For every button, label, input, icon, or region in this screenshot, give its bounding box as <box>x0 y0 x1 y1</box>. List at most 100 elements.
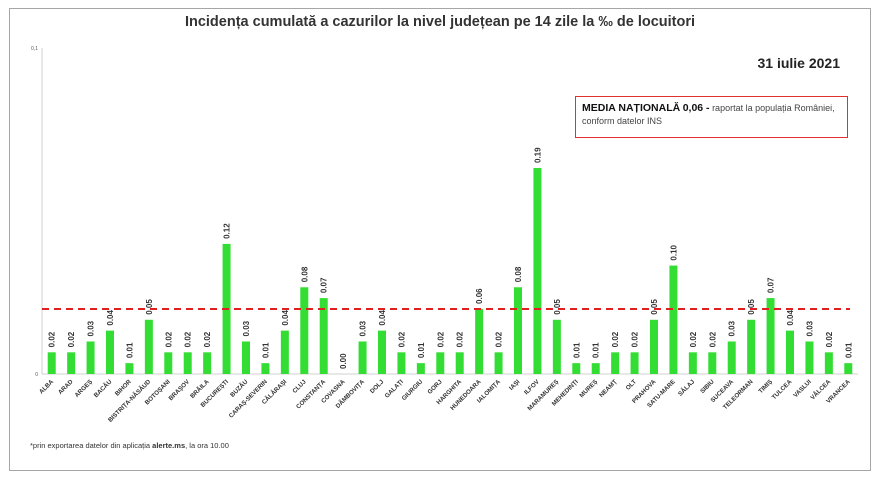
bar-17 <box>378 330 386 374</box>
national-average-source: conform datelor INS <box>582 116 663 126</box>
value-label: 0.02 <box>495 331 504 347</box>
bar-1 <box>67 352 76 374</box>
category-label: CLUJ <box>291 378 308 395</box>
value-label: 0.02 <box>689 331 698 347</box>
value-label: 0.03 <box>359 320 368 336</box>
bar-34 <box>708 352 717 374</box>
bar-10 <box>242 341 250 374</box>
category-label: OLT <box>625 378 639 392</box>
value-label: 0.06 <box>475 288 484 304</box>
national-average-label: MEDIA NAȚIONALĂ <box>582 102 681 114</box>
value-label: 0.02 <box>184 331 193 347</box>
bar-40 <box>824 352 833 374</box>
value-label: 0.19 <box>533 147 542 163</box>
bar-32 <box>669 265 678 374</box>
value-label: 0.03 <box>87 320 96 336</box>
category-label: MUREȘ <box>578 378 599 399</box>
value-label: 0.01 <box>592 342 601 358</box>
bar-39 <box>805 341 814 374</box>
chart-title: Incidența cumulată a cazurilor la nivel … <box>184 14 696 30</box>
bar-26 <box>552 319 561 374</box>
value-label: 0.02 <box>164 331 173 347</box>
value-label: 0.02 <box>67 331 76 347</box>
bar-20 <box>436 352 445 374</box>
category-label: NEAMȚ <box>598 378 619 399</box>
category-label: ALBA <box>38 378 55 395</box>
value-label: 0.01 <box>572 342 581 358</box>
bar-13 <box>300 287 309 374</box>
bar-6 <box>164 352 173 374</box>
value-label: 0.05 <box>650 299 659 315</box>
value-label: 0.07 <box>320 277 329 293</box>
category-label: BACĂU <box>93 378 114 399</box>
value-label: 0.08 <box>300 266 309 282</box>
value-label: 0.04 <box>786 310 795 326</box>
value-label: 0.04 <box>281 310 290 326</box>
report-date: 31 iulie 2021 <box>757 55 840 71</box>
bar-23 <box>494 352 503 374</box>
bar-36 <box>747 319 756 374</box>
value-label: 0.07 <box>767 277 776 293</box>
bar-35 <box>727 341 736 374</box>
bar-14 <box>319 298 328 374</box>
category-label: IAȘI <box>508 378 522 392</box>
bar-25 <box>533 168 542 374</box>
category-label: ILFOV <box>523 378 541 396</box>
category-label: ARAD <box>57 378 75 396</box>
bar-3 <box>106 330 114 374</box>
value-label: 0.01 <box>417 342 426 358</box>
bar-24 <box>514 287 522 374</box>
national-average-box: MEDIA NAȚIONALĂ 0,06 - raportat la popul… <box>575 96 848 138</box>
bar-5 <box>144 319 153 374</box>
bar-27 <box>572 363 581 374</box>
national-average-text: raportat la populația României, <box>709 103 835 113</box>
value-label: 0.01 <box>125 342 134 358</box>
footnote-prefix: *prin exportarea datelor din aplicația <box>30 441 153 450</box>
category-label: DOLJ <box>369 378 386 395</box>
value-label: 0.02 <box>456 331 465 347</box>
value-label: 0.00 <box>339 353 348 369</box>
value-label: 0.05 <box>747 299 756 315</box>
value-label: 0.05 <box>145 299 154 315</box>
value-label: 0.02 <box>48 331 57 347</box>
bar-29 <box>611 352 620 374</box>
bar-7 <box>183 352 192 374</box>
value-label: 0.02 <box>611 331 620 347</box>
y-tick-label: 0 <box>35 372 38 378</box>
value-label: 0.03 <box>805 320 814 336</box>
category-label: SĂLAJ <box>677 378 697 398</box>
value-label: 0.12 <box>223 223 232 239</box>
value-label: 0.02 <box>203 331 212 347</box>
y-tick-label: 0,1 <box>31 46 38 52</box>
category-label: SIBIU <box>699 378 716 395</box>
national-average-value: 0,06 <box>682 102 704 114</box>
bar-28 <box>591 363 600 374</box>
bar-18 <box>397 352 406 374</box>
value-label: 0.01 <box>261 342 270 358</box>
bar-31 <box>650 319 658 374</box>
value-label: 0.05 <box>553 299 562 315</box>
value-label: 0.03 <box>242 320 251 336</box>
national-average-dash: - <box>703 102 710 114</box>
category-label: GORJ <box>426 378 444 396</box>
value-label: 0.10 <box>669 244 678 260</box>
chart-frame <box>9 8 871 471</box>
category-label: TIMIȘ <box>757 378 774 395</box>
value-label: 0.04 <box>106 310 115 326</box>
value-label: 0.02 <box>631 331 640 347</box>
bar-19 <box>416 363 425 374</box>
bar-4 <box>125 363 134 374</box>
bar-12 <box>280 330 289 374</box>
footnote-suffix: , la ora 10.00 <box>185 441 229 450</box>
bar-33 <box>688 352 697 374</box>
category-label: ARGEȘ <box>73 378 94 399</box>
value-label: 0.02 <box>825 331 834 347</box>
bar-2 <box>86 341 95 374</box>
bar-41 <box>844 363 853 374</box>
bar-11 <box>261 363 270 374</box>
footnote-app: alerte.ms <box>152 441 186 450</box>
category-label: TULCEA <box>771 378 794 401</box>
bar-37 <box>766 298 775 374</box>
bar-8 <box>203 352 212 374</box>
